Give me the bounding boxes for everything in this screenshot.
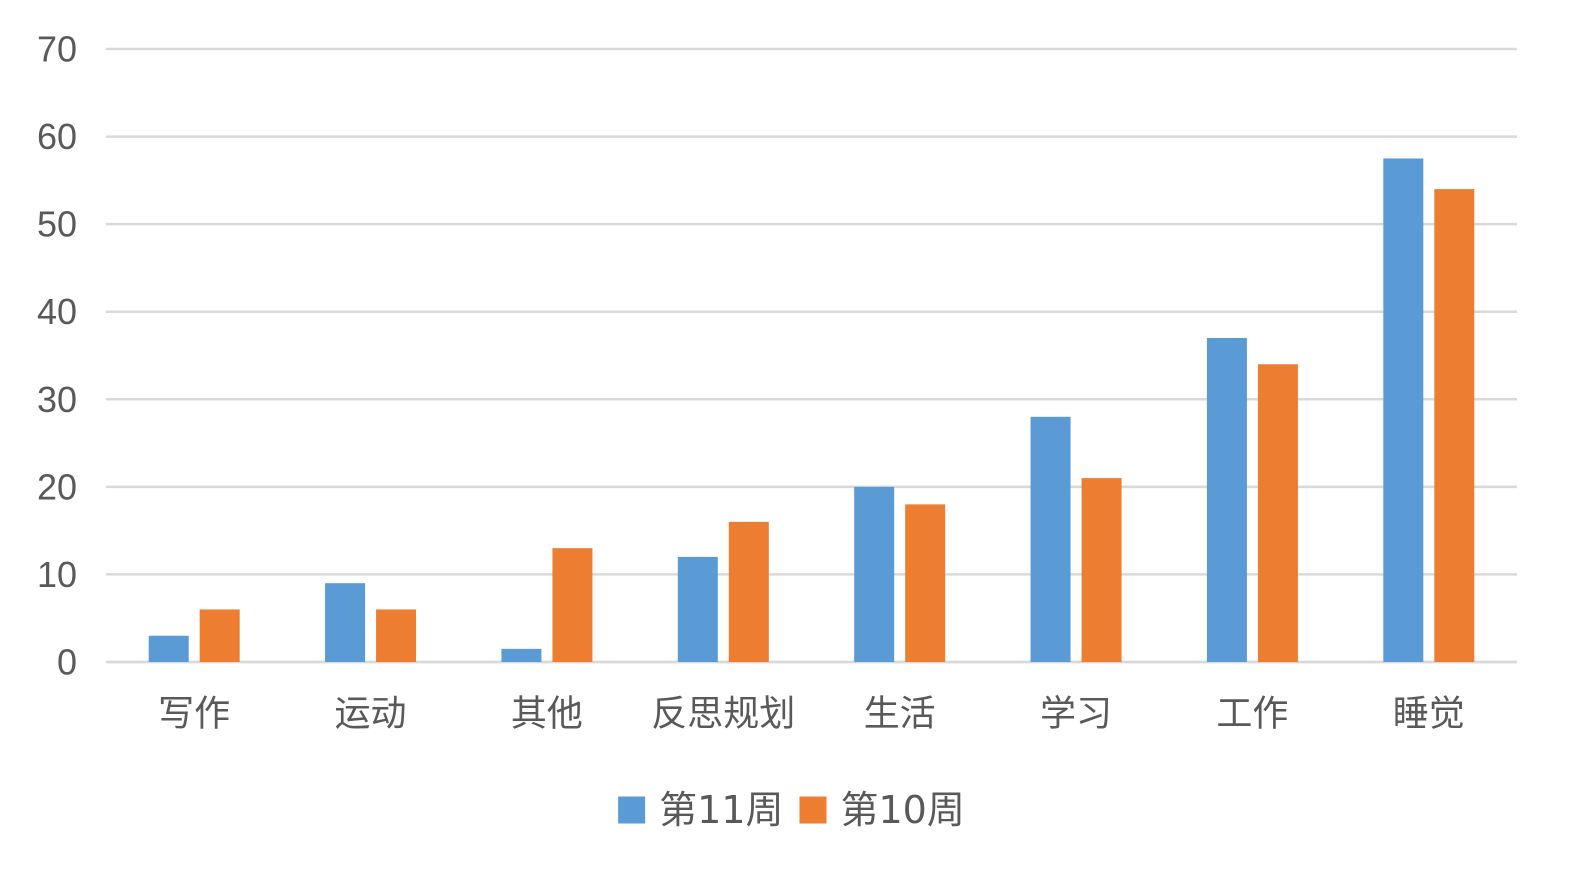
- bar-week10: [905, 504, 946, 662]
- bar-week10: [1257, 364, 1298, 662]
- bar-week11: [854, 486, 895, 662]
- legend-item-week10: 第10周: [799, 788, 965, 832]
- bar-week10: [552, 548, 593, 662]
- x-category-label: 运动: [335, 694, 407, 735]
- y-tick-label: 20: [37, 466, 77, 507]
- x-category-label: 反思规划: [651, 694, 795, 735]
- bar-week10: [1434, 189, 1475, 662]
- bar-week10: [199, 609, 240, 662]
- y-tick-label: 70: [37, 29, 77, 70]
- y-tick-label: 0: [57, 642, 77, 683]
- bar-week11: [1206, 337, 1247, 662]
- legend-swatch: [799, 796, 827, 824]
- x-category-label: 工作: [1216, 694, 1288, 735]
- y-tick-label: 40: [37, 291, 77, 332]
- x-category-label: 生活: [864, 694, 936, 735]
- legend: 第11周 第10周: [618, 788, 965, 832]
- y-tick-label: 60: [37, 116, 77, 157]
- x-category-label: 学习: [1040, 694, 1112, 735]
- bar-week11: [325, 583, 366, 662]
- bar-week10: [1081, 478, 1122, 662]
- legend-item-week11: 第11周: [618, 788, 784, 832]
- gridlines: [106, 47, 1517, 664]
- legend-label: 第11周: [659, 788, 783, 832]
- bar-week11: [148, 635, 189, 662]
- legend-swatch: [618, 796, 646, 824]
- bar-week11: [1030, 416, 1071, 662]
- x-category-label: 其他: [511, 694, 583, 735]
- x-category-label: 写作: [158, 694, 230, 735]
- x-category-label: 睡觉: [1393, 694, 1465, 735]
- y-axis-ticks: 0 10 20 30 40 50 60 70: [37, 29, 77, 683]
- bar-week11: [677, 556, 718, 662]
- x-axis-categories: 写作 运动 其他 反思规划 生活 学习 工作 睡觉: [158, 694, 1465, 735]
- bar-week11: [501, 648, 542, 662]
- y-tick-label: 50: [37, 204, 77, 245]
- bar-week10: [376, 609, 417, 662]
- y-tick-label: 10: [37, 554, 77, 595]
- bar-week10: [728, 521, 769, 662]
- y-tick-label: 30: [37, 379, 77, 420]
- legend-label: 第10周: [841, 788, 965, 832]
- bar-week11: [1383, 158, 1424, 662]
- bars: [148, 158, 1475, 662]
